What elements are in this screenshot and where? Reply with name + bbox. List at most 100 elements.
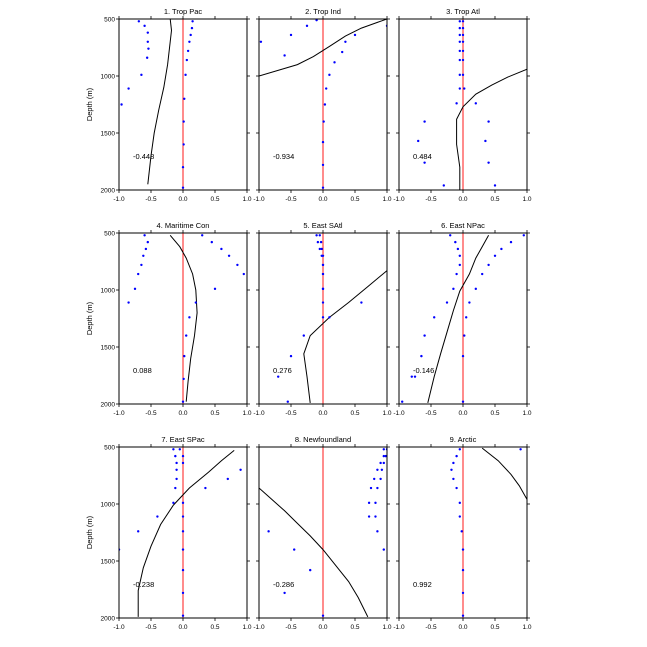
data-point xyxy=(369,486,373,490)
x-tick-label: 0.0 xyxy=(318,624,327,631)
data-point xyxy=(461,354,465,358)
y-tick-label: 500 xyxy=(104,231,115,238)
data-point xyxy=(204,486,207,490)
data-point xyxy=(220,247,223,251)
data-point xyxy=(458,448,461,451)
panel-data xyxy=(120,19,194,189)
data-point xyxy=(239,468,242,471)
data-point xyxy=(181,461,185,465)
panel-1: 1. Trop Pac -1.0 -0.5 0.0 0.5 1.0 500 1000 1500 2… xyxy=(85,7,252,203)
data-point xyxy=(318,247,321,251)
data-point xyxy=(175,477,178,481)
x-tick-label: 1.0 xyxy=(522,624,531,631)
x-tick-label: 1.0 xyxy=(382,196,391,203)
y-tick-label: 2000 xyxy=(101,188,116,195)
data-point xyxy=(146,240,149,244)
panel-6: 6. East NPac -1.0 -0.5 0.0 0.5 1.0 -0.146 xyxy=(393,221,531,417)
y-axis-label: Depth (m) xyxy=(85,515,94,549)
data-point xyxy=(410,375,413,378)
data-point xyxy=(293,548,296,551)
x-tick-label: 0.0 xyxy=(458,410,467,417)
y-tick-label: 1500 xyxy=(101,131,116,138)
data-point xyxy=(413,375,417,378)
data-point xyxy=(142,254,145,257)
data-point xyxy=(175,461,178,465)
x-tick-label: 0.0 xyxy=(318,196,327,203)
y-tick-label: 2000 xyxy=(101,616,116,623)
data-point xyxy=(487,120,490,123)
profile-line xyxy=(481,447,527,500)
panel-data xyxy=(417,20,527,190)
data-point xyxy=(321,316,325,319)
data-point xyxy=(487,161,490,164)
data-point xyxy=(376,530,379,533)
data-point xyxy=(189,33,192,37)
data-point xyxy=(423,161,426,164)
data-point xyxy=(452,477,455,481)
data-point xyxy=(143,234,146,237)
y-tick-label: 500 xyxy=(104,445,115,452)
data-point xyxy=(481,272,484,276)
data-point xyxy=(174,486,177,490)
data-point xyxy=(454,240,457,244)
data-point xyxy=(458,263,461,267)
data-point xyxy=(289,354,293,358)
data-point xyxy=(468,301,471,304)
data-point xyxy=(493,254,497,257)
data-point xyxy=(463,87,466,90)
x-tick-label: 1.0 xyxy=(382,624,391,631)
panel-3: 3. Trop Atl -1.0 -0.5 0.0 0.5 1.0 0.484 xyxy=(393,7,531,203)
data-point xyxy=(133,287,137,291)
x-tick-label: 0.5 xyxy=(210,196,219,203)
data-point xyxy=(156,515,159,518)
y-tick-label: 1000 xyxy=(101,74,116,81)
data-point xyxy=(374,501,377,505)
data-point xyxy=(127,87,130,90)
data-point xyxy=(433,316,436,319)
data-point xyxy=(461,548,465,551)
panel-data xyxy=(450,447,527,617)
y-tick-label: 1000 xyxy=(101,288,116,295)
data-point xyxy=(190,26,194,30)
data-point xyxy=(321,163,325,167)
data-point xyxy=(456,247,460,251)
data-point xyxy=(140,73,143,77)
data-point xyxy=(289,33,293,37)
x-tick-label: 0.5 xyxy=(210,410,219,417)
data-point xyxy=(461,73,465,77)
panel-2: 2. Trop Ind -1.0 -0.5 0.0 0.5 1.0 -0.934 xyxy=(253,7,391,203)
x-tick-label: 0.0 xyxy=(458,196,467,203)
data-point xyxy=(500,247,503,251)
x-tick-label: -1.0 xyxy=(393,196,405,203)
data-point xyxy=(384,454,387,458)
x-tick-label: 0.5 xyxy=(350,624,359,631)
data-point xyxy=(452,461,455,465)
data-point xyxy=(382,448,385,451)
profile-line xyxy=(259,487,369,618)
x-tick-label: 1.0 xyxy=(382,410,391,417)
data-point xyxy=(461,49,465,53)
y-axis-label: Depth (m) xyxy=(85,87,94,121)
data-point xyxy=(181,400,185,403)
data-point xyxy=(286,400,289,403)
x-tick-label: -1.0 xyxy=(113,624,125,631)
data-point xyxy=(137,20,141,23)
panel-title: 8. Newfoundland xyxy=(295,435,351,444)
data-point xyxy=(320,247,323,251)
data-point xyxy=(484,139,487,143)
data-point xyxy=(353,33,357,37)
data-point xyxy=(519,448,522,451)
x-tick-label: 0.0 xyxy=(458,624,467,631)
data-point xyxy=(185,334,188,337)
data-point xyxy=(455,486,458,490)
data-point xyxy=(382,461,385,465)
panel-data xyxy=(401,234,525,404)
data-point xyxy=(181,501,185,505)
data-point xyxy=(509,240,513,244)
x-tick-label: -1.0 xyxy=(253,624,265,631)
x-tick-label: -0.5 xyxy=(285,624,297,631)
data-point xyxy=(445,301,449,304)
data-point xyxy=(321,263,325,267)
x-tick-label: 0.5 xyxy=(490,410,499,417)
data-point xyxy=(181,515,185,518)
